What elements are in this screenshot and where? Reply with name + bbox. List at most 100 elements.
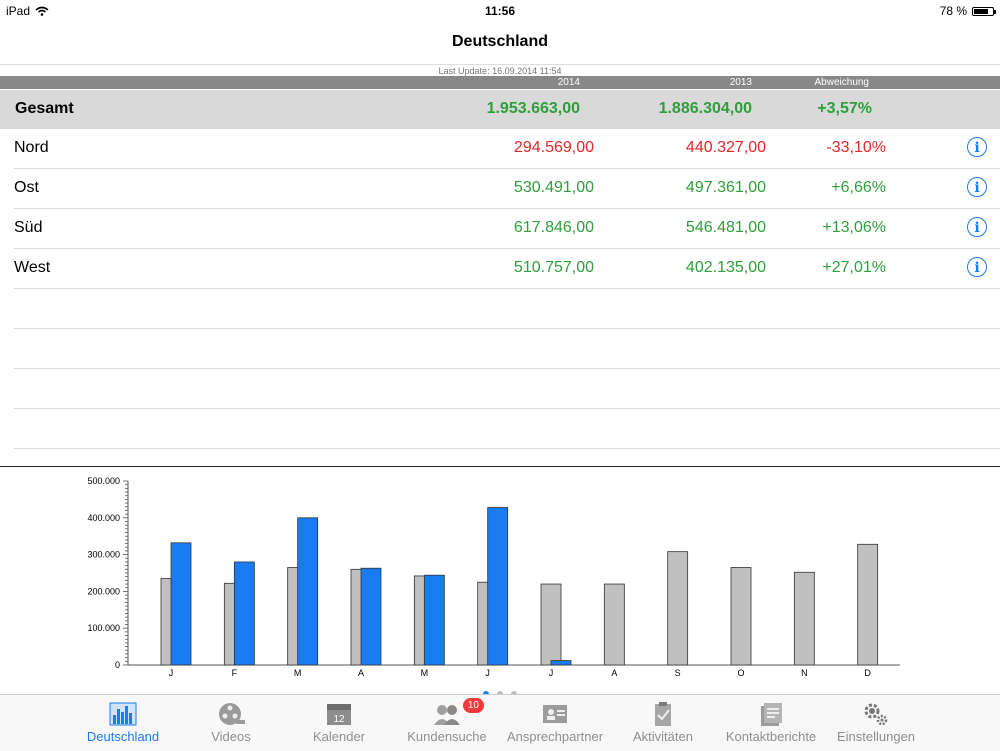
bar-series-1 (857, 543, 879, 666)
bar-series-2 (360, 567, 382, 666)
region-deviation: +13,06% (822, 219, 886, 236)
column-2014: 2014 (557, 77, 580, 88)
region-row[interactable]: Nord 294.569,00 440.327,00 -33,10% i (14, 129, 1000, 169)
bar-series-2 (487, 507, 509, 666)
region-name: Nord (14, 139, 49, 156)
x-tick-label: M (421, 668, 429, 678)
info-icon[interactable]: i (967, 217, 987, 237)
region-row[interactable]: West 510.757,00 402.135,00 +27,01% i (14, 249, 1000, 289)
bar-series-2 (423, 574, 445, 666)
x-tick-label: J (169, 668, 174, 678)
x-tick-label: J (485, 668, 490, 678)
tab-label: Kontaktberichte (725, 729, 817, 744)
wifi-icon (35, 6, 49, 16)
region-table: Gesamt 1.953.663,00 1.886.304,00 +3,57% … (0, 90, 1000, 449)
page-control[interactable] (0, 684, 1000, 697)
y-tick-label: 400.000 (87, 513, 120, 523)
empty-row (14, 409, 1000, 449)
info-icon[interactable]: i (967, 177, 987, 197)
table-header: 2014 2013 Abweichung (0, 76, 1000, 89)
status-right: 78 % (939, 4, 996, 18)
region-deviation: +6,66% (831, 179, 886, 196)
region-row[interactable]: Süd 617.846,00 546.481,00 +13,06% i (14, 209, 1000, 249)
empty-row (14, 329, 1000, 369)
tab-kontaktberichte[interactable]: Kontaktberichte (721, 695, 821, 751)
total-deviation: +3,57% (817, 100, 872, 117)
x-tick-label: S (675, 668, 681, 678)
status-time: 11:56 (484, 4, 516, 18)
y-tick-label: 500.000 (87, 476, 120, 486)
status-bar: iPad 11:56 78 % (0, 0, 1000, 22)
bar-series-2 (170, 542, 192, 666)
region-2014: 530.491,00 (513, 179, 594, 196)
bar-chart: 0 100.000 200.000 300.000 400.000 500.000 J F M A… (87, 476, 900, 678)
region-2014: 617.846,00 (513, 219, 594, 236)
people-icon: 10 (432, 698, 484, 727)
tab-ansprechpartner[interactable]: Ansprechpartner (505, 695, 605, 751)
region-2014: 294.569,00 (513, 139, 594, 156)
region-row[interactable]: Ost 530.491,00 497.361,00 +6,66% i (14, 169, 1000, 209)
region-2013: 440.327,00 (685, 139, 766, 156)
x-tick-label: O (737, 668, 744, 678)
column-deviation: Abweichung (814, 77, 869, 88)
region-deviation: +27,01% (822, 259, 886, 276)
bar-series-2 (550, 660, 572, 666)
tab-label: Videos (211, 729, 251, 744)
clipboard-icon (648, 701, 678, 727)
x-tick-label: J (549, 668, 554, 678)
x-tick-label: A (358, 668, 364, 678)
y-tick-label: 100.000 (87, 623, 120, 633)
bar-series-1 (793, 571, 815, 666)
monthly-chart: 0 100.000 200.000 300.000 400.000 500.000 J F M A… (0, 468, 1000, 682)
bar-series-1 (540, 583, 562, 666)
last-update: Last Update: 16.09.2014 11:54 (0, 64, 1000, 76)
tab-label: Aktivitäten (633, 729, 693, 744)
x-tick-label: A (611, 668, 617, 678)
badge-count: 10 (462, 698, 484, 713)
y-tick-label: 200.000 (87, 586, 120, 596)
x-tick-label: M (294, 668, 302, 678)
total-2014: 1.953.663,00 (486, 100, 580, 117)
region-name: Süd (14, 219, 43, 236)
total-2013: 1.886.304,00 (658, 100, 752, 117)
tab-kundensuche[interactable]: 10 Kundensuche (397, 695, 497, 751)
tab-videos[interactable]: Videos (181, 695, 281, 751)
divider (0, 466, 1000, 467)
tab-bar: Deutschland Videos 12 Kalender 10 Kundensu… (0, 694, 1000, 751)
info-icon[interactable]: i (967, 137, 987, 157)
page-title: Deutschland (451, 33, 548, 50)
battery-icon (972, 6, 996, 16)
region-name: Ost (14, 179, 39, 196)
tab-kalender[interactable]: 12 Kalender (289, 695, 389, 751)
region-deviation: -33,10% (826, 139, 886, 156)
bar-series-2 (233, 561, 255, 666)
tab-aktivitäten[interactable]: Aktivitäten (613, 695, 713, 751)
y-tick-label: 300.000 (87, 550, 120, 560)
bar-series-1 (730, 567, 752, 666)
bar-series-2 (297, 517, 319, 666)
info-icon[interactable]: i (967, 257, 987, 277)
calendar-icon: 12 (324, 701, 354, 727)
empty-row (14, 289, 1000, 329)
region-name: West (14, 259, 51, 276)
region-2013: 546.481,00 (685, 219, 766, 236)
total-name: Gesamt (15, 100, 74, 117)
bar-series-1 (667, 551, 689, 666)
region-2013: 497.361,00 (685, 179, 766, 196)
tab-label: Kundensuche (407, 729, 487, 744)
tab-label: Kalender (312, 729, 366, 744)
tab-deutschland[interactable]: Deutschland (73, 695, 173, 751)
total-row: Gesamt 1.953.663,00 1.886.304,00 +3,57% (0, 90, 1000, 129)
status-left: iPad (6, 4, 49, 18)
contact-card-icon (540, 701, 570, 727)
x-tick-label: N (801, 668, 808, 678)
tab-label: Einstellungen (836, 729, 916, 744)
reports-icon (756, 701, 786, 727)
nav-bar: Deutschland (0, 22, 1000, 62)
svg-text:12: 12 (333, 714, 345, 725)
battery-percent: 78 % (939, 4, 967, 18)
film-reel-icon (216, 701, 246, 727)
tab-einstellungen[interactable]: Einstellungen (826, 695, 926, 751)
tab-label: Ansprechpartner (506, 729, 604, 744)
region-2014: 510.757,00 (513, 259, 594, 276)
